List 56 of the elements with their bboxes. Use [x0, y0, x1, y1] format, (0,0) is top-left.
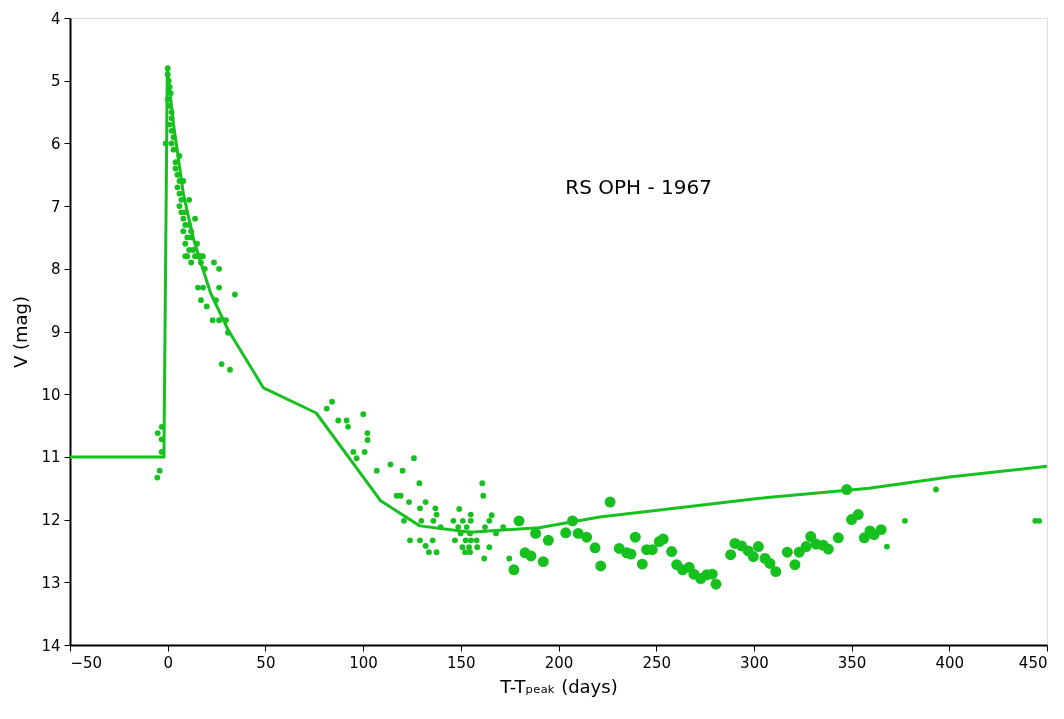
y-tick-label: 5: [50, 72, 61, 91]
point: [875, 524, 887, 536]
point: [781, 546, 793, 558]
point: [589, 542, 601, 554]
y-tick-label: 7: [50, 197, 61, 216]
y-axis-title: V (mag): [10, 295, 32, 369]
point: [800, 541, 812, 553]
point: [657, 533, 669, 545]
x-axis-title: T-Tₚₑₐₖ (days): [499, 675, 618, 697]
point: [747, 551, 759, 563]
x-tick-label: 50: [256, 653, 276, 672]
x-tick-label: 400: [935, 653, 965, 672]
point: [666, 546, 678, 558]
point: [770, 566, 782, 578]
y-tick-label: 12: [41, 511, 61, 530]
point: [595, 560, 607, 572]
point: [581, 531, 593, 543]
point: [822, 543, 834, 555]
point: [764, 558, 776, 569]
point: [832, 532, 844, 544]
point: [542, 534, 554, 546]
x-tick-label: 450: [1018, 653, 1048, 672]
point: [789, 559, 801, 571]
point: [560, 527, 572, 539]
x-tick-label: 300: [740, 653, 769, 672]
point: [852, 509, 864, 521]
point: [841, 484, 853, 495]
y-tick-label: 9: [50, 323, 61, 341]
x-tick-label: 150: [446, 653, 476, 672]
x-tick-label: 0: [163, 653, 173, 672]
x-tick-label: 250: [642, 653, 672, 672]
x-tick-label: 200: [544, 653, 574, 672]
x-tick-label: 350: [837, 653, 867, 672]
point: [725, 549, 737, 561]
annotation: RS OPH - 1967: [565, 174, 712, 199]
point: [513, 515, 525, 527]
y-tick-label: 10: [41, 385, 61, 404]
y-tick-label: 4: [50, 9, 61, 28]
point: [636, 558, 648, 570]
point: [525, 550, 537, 562]
x-tick-label: −50: [70, 653, 103, 672]
point: [537, 556, 549, 568]
y-tick-label: 6: [50, 134, 61, 153]
x-tick-label: 100: [349, 653, 378, 672]
point: [805, 531, 817, 542]
point: [629, 531, 641, 543]
y-tick-label: 8: [50, 260, 61, 279]
point: [752, 541, 764, 553]
y-tick-label: 11: [41, 448, 61, 467]
point: [567, 515, 579, 527]
point: [572, 527, 584, 539]
point: [710, 578, 722, 590]
y-tick-label: 14: [41, 636, 61, 655]
point: [604, 496, 616, 508]
point: [508, 564, 520, 576]
y-tick-label: 13: [41, 573, 61, 592]
